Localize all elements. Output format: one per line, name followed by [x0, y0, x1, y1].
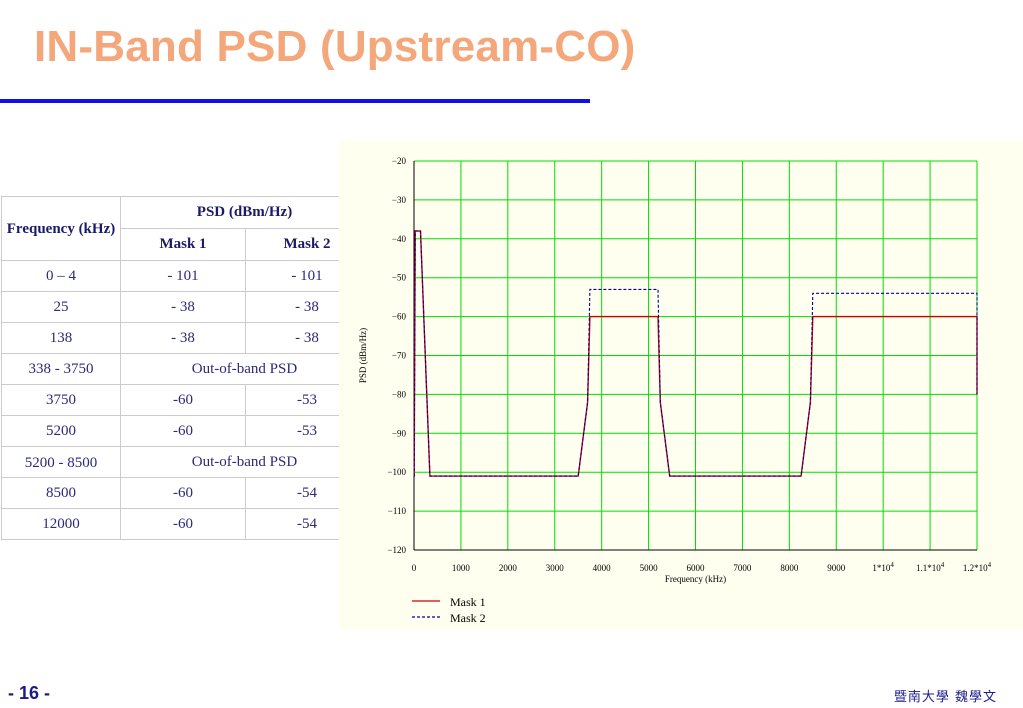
table-header-row: Frequency (kHz) PSD (dBm/Hz): [1, 196, 369, 261]
cell-mask1: - 101: [120, 260, 246, 292]
y-tick-label: −30: [392, 195, 407, 205]
y-axis-label: PSD (dBm/Hz): [358, 328, 368, 383]
table-row: 5200 - 8500 Out-of-band PSD: [1, 446, 369, 478]
x-tick-label: 6000: [687, 563, 706, 573]
cell-mask1: -60: [120, 415, 246, 447]
x-tick-label: 1000: [452, 563, 471, 573]
x-tick-label: 1.2*104: [963, 561, 992, 573]
cell-frequency: 138: [1, 322, 121, 354]
cell-mask1: - 38: [120, 322, 246, 354]
table-row: 8500 -60 -54: [1, 477, 369, 509]
page-number: - 16 -: [8, 683, 51, 703]
header-frequency: Frequency (kHz): [1, 196, 121, 261]
psd-chart: −20 −30 −40 −50 −60 −70 −80 −90 −100 −110 −120 0 100…: [339, 141, 1023, 630]
cell-frequency: 8500: [1, 477, 121, 509]
psd-table: Frequency (kHz) PSD (dBm/Hz) Mask 1 Mask…: [1, 196, 369, 540]
table-row: 5200 -60 -53: [1, 415, 369, 447]
y-tick-label: −100: [387, 467, 406, 477]
x-tick-label: 9000: [827, 563, 846, 573]
cell-mask1: -60: [120, 477, 246, 509]
y-tick-label: −50: [392, 273, 407, 283]
title-underline: [0, 99, 590, 103]
cell-out-of-band: Out-of-band PSD: [120, 353, 369, 385]
table-row: 0 – 4 - 101 - 101: [1, 260, 369, 292]
y-tick-label: −80: [392, 389, 407, 399]
header-mask1: Mask 1: [120, 228, 246, 261]
cell-frequency: 12000: [1, 508, 121, 540]
table-row: 25 - 38 - 38: [1, 291, 369, 323]
x-tick-label: 3000: [546, 563, 565, 573]
cell-mask1: -60: [120, 508, 246, 540]
x-tick-label: 5000: [640, 563, 659, 573]
x-tick-label: 1*104: [872, 561, 894, 573]
author-credit: 暨南大學 魏學文: [893, 690, 997, 705]
series-line-mask-2: [413, 230, 978, 477]
header-psd: PSD (dBm/Hz): [120, 196, 369, 229]
psd-chart-svg: −20 −30 −40 −50 −60 −70 −80 −90 −100 −110 −120 0 100…: [358, 156, 992, 625]
x-tick-label: 2000: [499, 563, 518, 573]
table-row: 3750 -60 -53: [1, 384, 369, 416]
legend-label: Mask 2: [450, 611, 486, 625]
x-tick-label: 1.1*104: [916, 561, 945, 573]
x-axis-label: Frequency (kHz): [665, 574, 726, 584]
cell-mask1: - 38: [120, 291, 246, 323]
y-tick-label: −120: [387, 545, 406, 555]
cell-frequency: 338 - 3750: [1, 353, 121, 385]
legend-label: Mask 1: [450, 595, 486, 609]
cell-frequency: 3750: [1, 384, 121, 416]
table-row: 338 - 3750 Out-of-band PSD: [1, 353, 369, 385]
cell-frequency: 5200 - 8500: [1, 446, 121, 478]
y-tick-label: −90: [392, 428, 407, 438]
cell-frequency-text: 5200 - 8500: [24, 455, 98, 471]
slide-title: IN-Band PSD (Upstream-CO): [34, 22, 636, 71]
cell-frequency: 0 – 4: [1, 260, 121, 292]
cell-out-of-band: Out-of-band PSD: [120, 446, 369, 478]
y-tick-label: −60: [392, 312, 407, 322]
y-tick-label: −70: [392, 351, 407, 361]
y-tick-label: −20: [392, 156, 407, 166]
cell-frequency: 25: [1, 291, 121, 323]
x-tick-label: 0: [412, 563, 417, 573]
y-tick-label: −110: [388, 506, 407, 516]
table-row: 138 - 38 - 38: [1, 322, 369, 354]
table-row: 12000 -60 -54: [1, 508, 369, 540]
y-tick-label: −40: [392, 234, 407, 244]
cell-frequency: 5200: [1, 415, 121, 447]
x-tick-label: 8000: [780, 563, 799, 573]
cell-mask1: -60: [120, 384, 246, 416]
x-tick-label: 4000: [593, 563, 612, 573]
x-tick-label: 7000: [733, 563, 752, 573]
